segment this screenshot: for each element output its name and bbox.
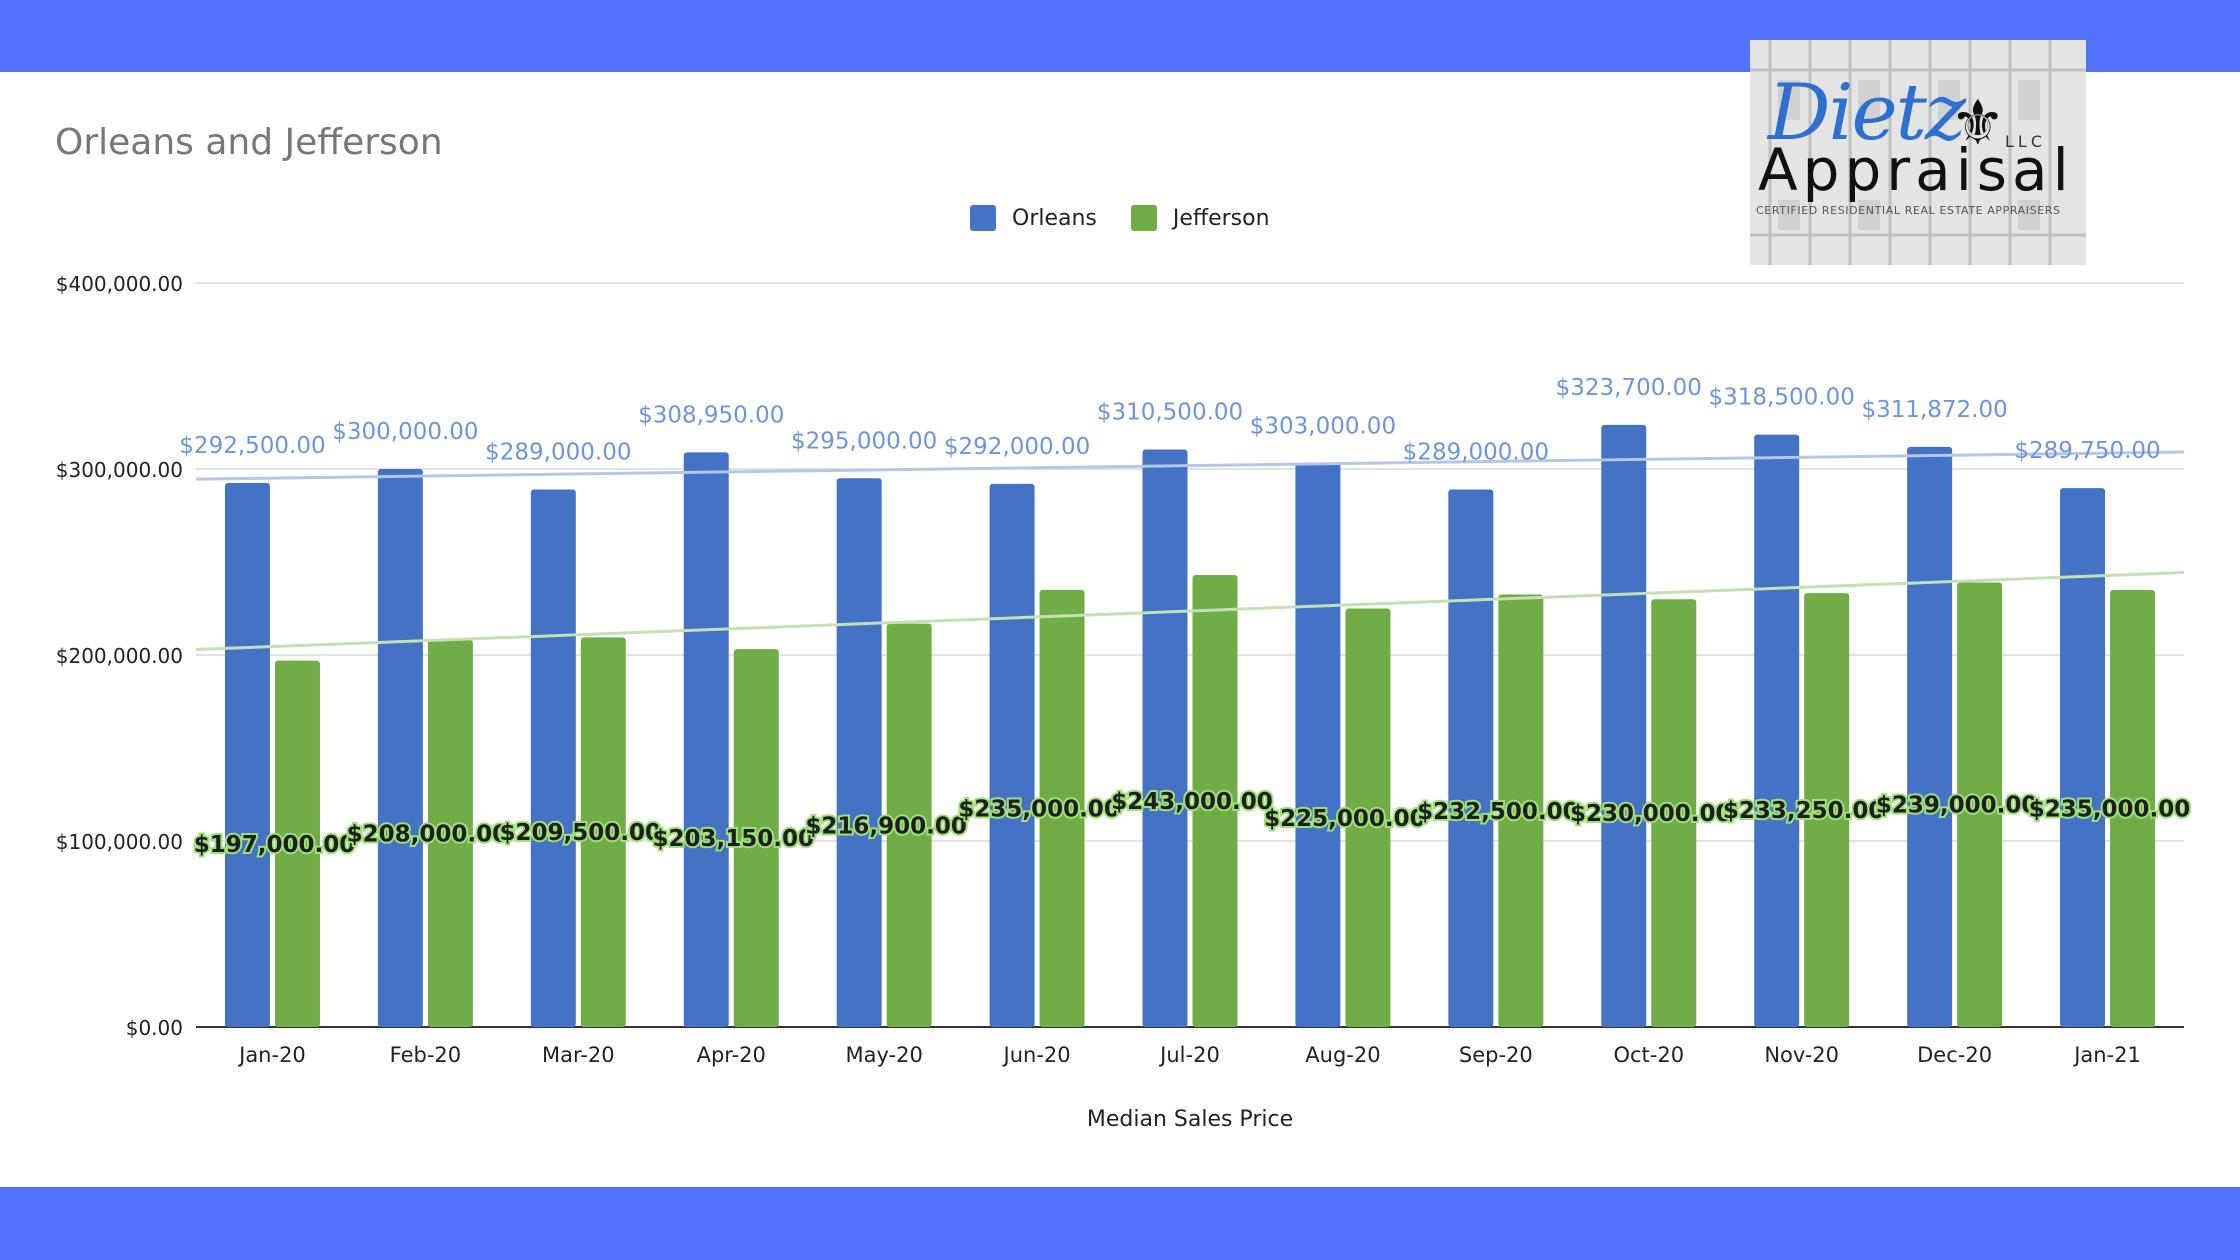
data-label-jefferson: $232,500.00 [1417,799,1579,825]
data-label-orleans: $323,700.00 [1556,375,1702,401]
x-tick-label: Feb-20 [390,1043,461,1067]
x-tick-label: Sep-20 [1459,1043,1533,1067]
bar-jefferson [580,637,626,1027]
bar-jefferson [274,660,320,1027]
company-logo: Dietz ⚜ LLC Appraisal CERTIFIED RESIDENT… [1750,40,2086,265]
x-tick-label: Nov-20 [1764,1043,1839,1067]
data-label-orleans: $308,950.00 [638,402,784,428]
legend-item-jefferson: Jefferson [1130,205,1270,231]
x-tick-label: Jul-20 [1158,1043,1220,1067]
data-label-jefferson: $208,000.00 [347,822,509,848]
x-tick-label: Jun-20 [1002,1043,1071,1067]
bar-orleans [1601,424,1647,1028]
bar-jefferson [2110,589,2156,1027]
bar-orleans [224,482,270,1027]
bar-jefferson [1804,593,1850,1027]
bar-orleans [530,489,576,1028]
chart-legend: Orleans Jefferson [970,205,1304,231]
fleur-de-lis-icon: ⚜ [1950,86,2006,159]
bar-orleans [989,483,1035,1027]
data-label-orleans: $292,500.00 [179,433,325,459]
y-tick-label: $200,000.00 [56,644,183,668]
bar-orleans [683,452,729,1027]
legend-swatch-jefferson [1130,205,1157,231]
x-tick-label: Apr-20 [697,1043,766,1067]
bar-jefferson [1651,599,1697,1027]
data-label-orleans: $289,000.00 [485,439,631,465]
bar-jefferson [886,623,932,1027]
bar-orleans [1295,463,1341,1027]
bar-jefferson [1192,575,1238,1027]
x-tick-label: Mar-20 [542,1043,615,1067]
x-tick-label: Jan-21 [2072,1043,2141,1067]
bar-orleans [1142,449,1188,1028]
data-label-orleans: $300,000.00 [332,419,478,445]
chart-title: Orleans and Jefferson [55,122,443,163]
data-label-jefferson: $235,000.00 [958,796,1120,822]
legend-swatch-orleans [970,205,996,231]
bar-orleans [1448,489,1494,1028]
legend-item-orleans: Orleans [970,205,1097,231]
y-tick-label: $0.00 [126,1016,183,1040]
data-label-jefferson: $203,150.00 [652,826,814,852]
x-tick-label: Jan-20 [237,1043,306,1067]
logo-tagline: CERTIFIED RESIDENTIAL REAL ESTATE APPRAI… [1756,204,2061,217]
y-tick-label: $400,000.00 [56,272,183,296]
bar-orleans [1754,434,1800,1028]
data-label-orleans: $303,000.00 [1250,413,1396,439]
data-label-jefferson: $197,000.00 [194,832,356,858]
x-tick-label: Dec-20 [1917,1043,1992,1067]
legend-label-jefferson: Jefferson [1172,205,1270,231]
bar-jefferson [1957,582,2003,1027]
data-label-jefferson: $239,000.00 [1876,793,2038,819]
y-tick-label: $100,000.00 [56,830,183,854]
data-label-orleans: $310,500.00 [1097,399,1243,425]
bar-orleans [2060,488,2106,1027]
x-tick-label: May-20 [845,1043,922,1067]
bar-jefferson [427,640,473,1027]
data-label-orleans: $295,000.00 [791,428,937,454]
bar-orleans [377,469,423,1027]
bar-jefferson [1039,589,1085,1027]
data-label-jefferson: $233,250.00 [1723,798,1885,824]
data-label-jefferson: $230,000.00 [1570,801,1732,827]
x-tick-label: Oct-20 [1613,1043,1684,1067]
data-label-orleans: $311,872.00 [1861,397,2007,423]
x-axis-title: Median Sales Price [1087,1107,1293,1132]
logo-script-text: Dietz [1768,68,1966,158]
data-label-jefferson: $225,000.00 [1264,806,1426,832]
data-label-orleans: $289,000.00 [1403,439,1549,465]
bar-jefferson [733,649,779,1027]
y-tick-label: $300,000.00 [56,458,183,482]
x-tick-label: Aug-20 [1305,1043,1380,1067]
bar-jefferson [1345,608,1391,1027]
bar-orleans [836,478,882,1027]
trendline-jefferson [195,571,2185,652]
bottom-banner [0,1187,2240,1260]
data-label-jefferson: $235,000.00 [2029,796,2191,822]
logo-name: Appraisal [1758,136,2074,204]
trendline-orleans [195,450,2185,481]
logo-llc: LLC [2005,132,2046,151]
data-label-orleans: $289,750.00 [2014,438,2160,464]
logo-building-background [1750,40,2086,265]
data-label-orleans: $292,000.00 [944,434,1090,460]
data-label-jefferson: $209,500.00 [500,820,662,846]
bar-orleans [1907,446,1953,1027]
data-label-orleans: $318,500.00 [1709,385,1855,411]
bar-jefferson [1498,594,1544,1027]
data-label-jefferson: $243,000.00 [1111,789,1273,815]
legend-label-orleans: Orleans [1012,205,1097,231]
data-label-jefferson: $216,900.00 [805,813,967,839]
